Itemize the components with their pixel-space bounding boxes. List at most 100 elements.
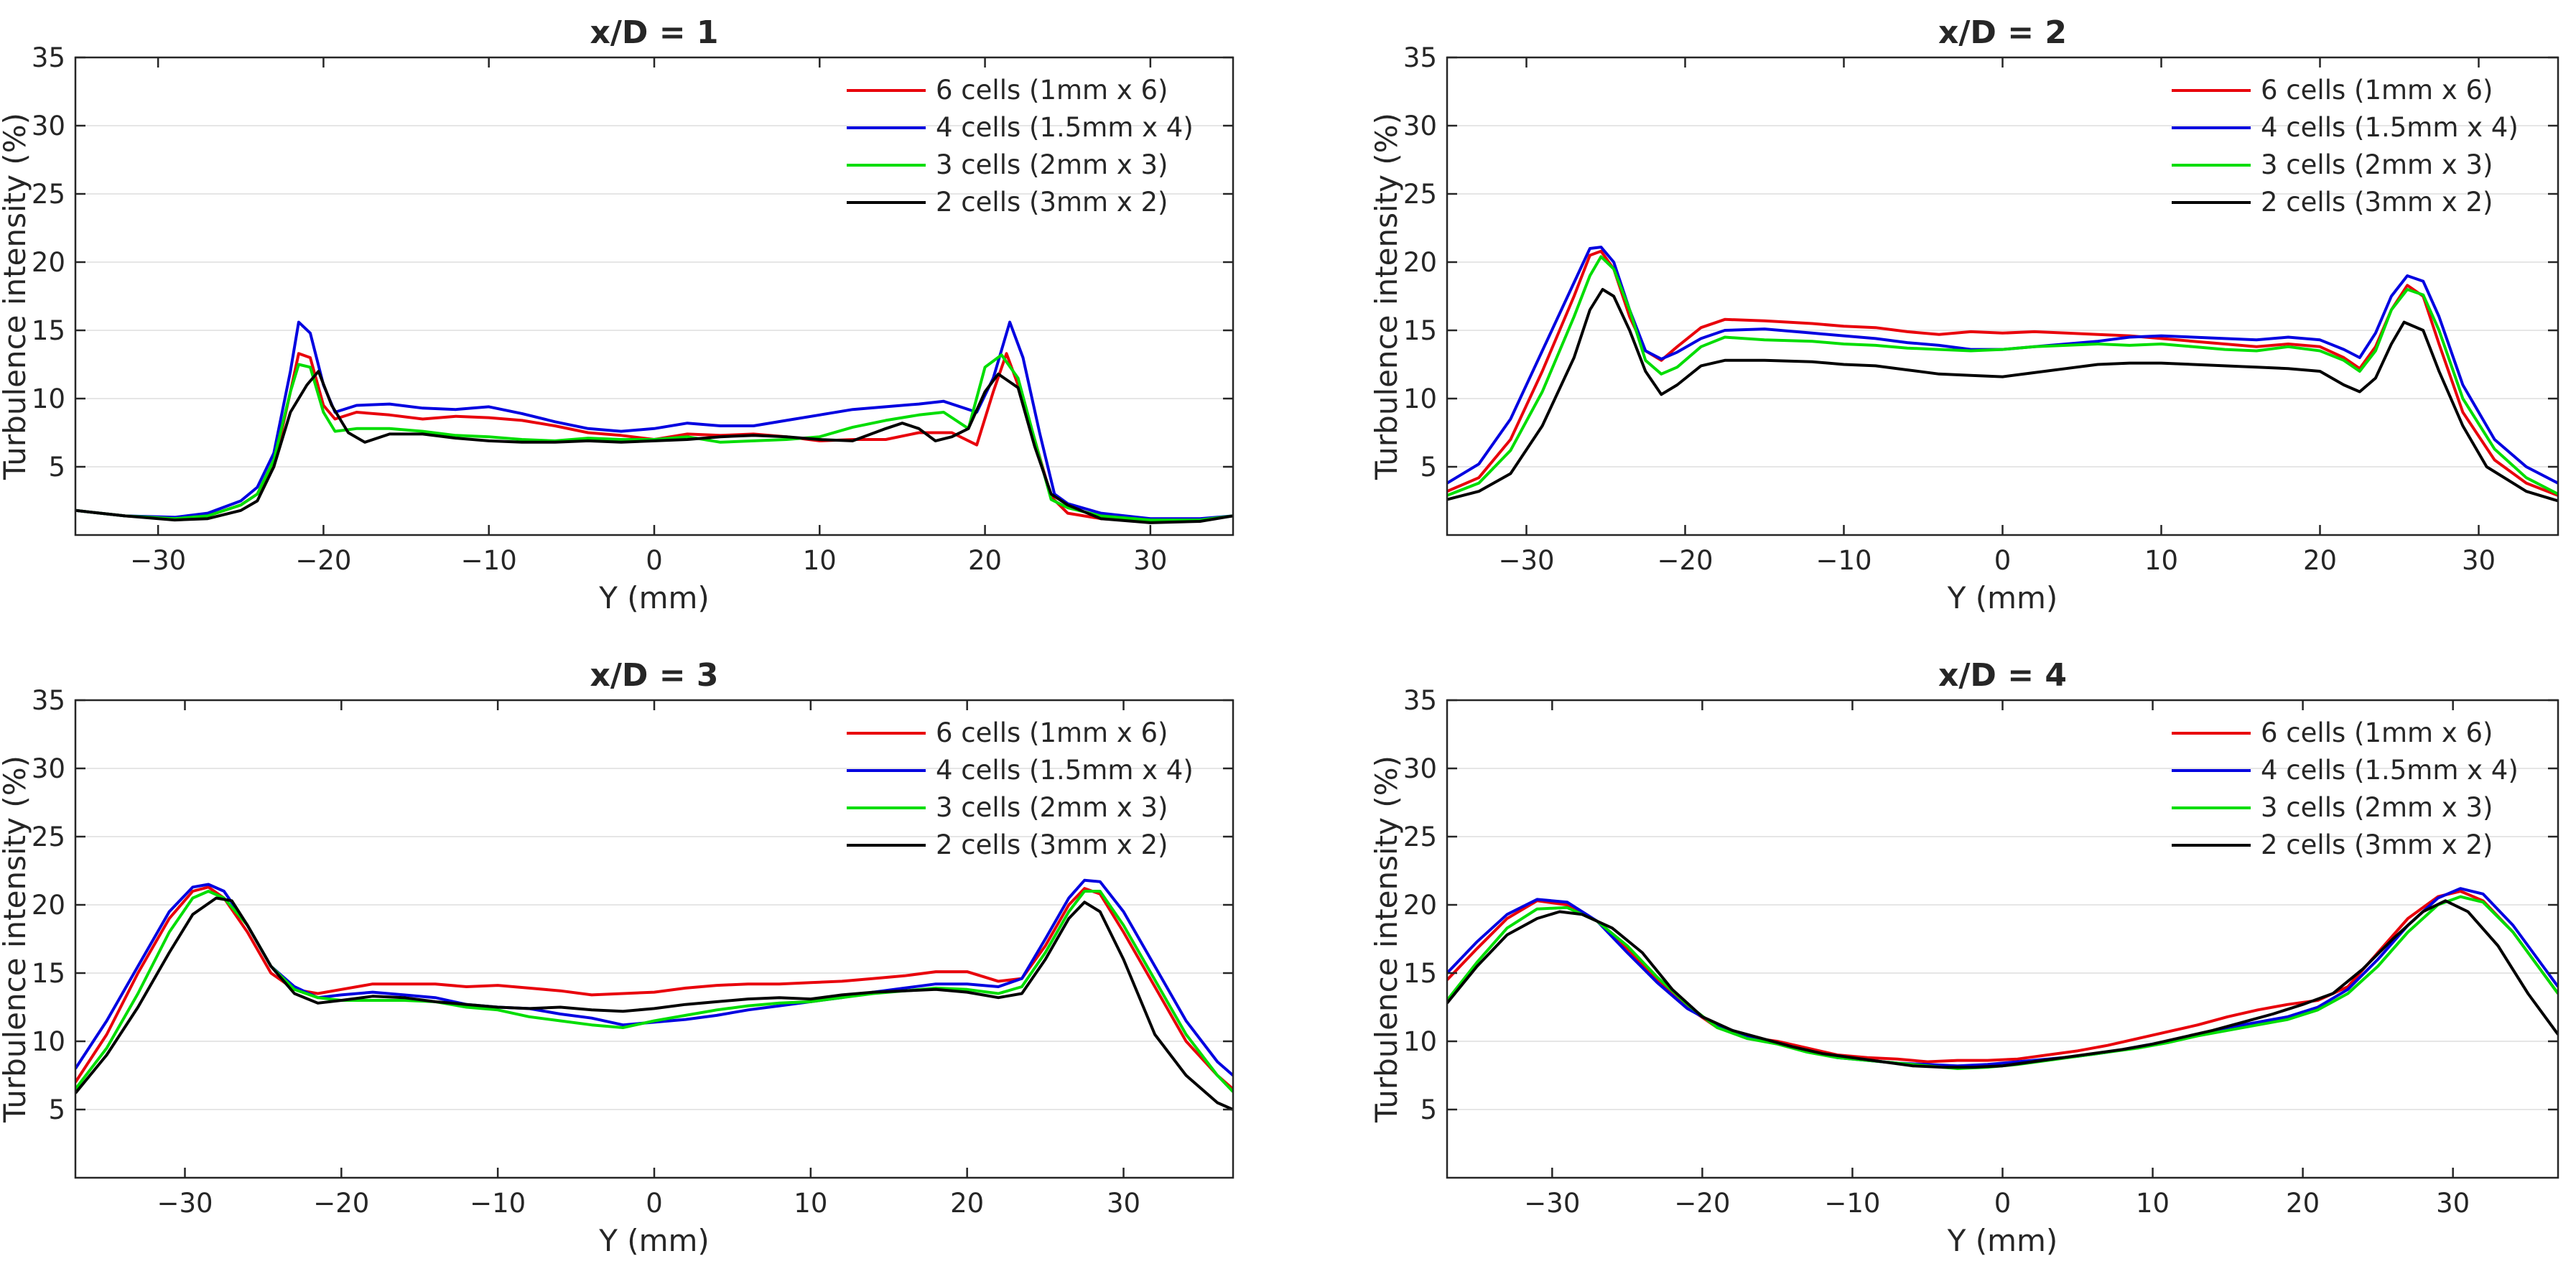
series-line-3 bbox=[1447, 895, 2558, 1070]
legend-entry: 6 cells (1mm x 6) bbox=[2261, 717, 2493, 748]
x-tick-label: −20 bbox=[295, 545, 351, 576]
x-tick-label: 20 bbox=[2303, 545, 2337, 576]
series-line-2 bbox=[75, 320, 1233, 521]
x-tick-label: 30 bbox=[1133, 545, 1167, 576]
chart-title: x/D = 4 bbox=[1938, 657, 2067, 694]
series-line-3 bbox=[75, 353, 1233, 522]
y-tick-label: 5 bbox=[48, 1094, 65, 1125]
y-tick-label: 25 bbox=[1403, 822, 1437, 852]
chart-title: x/D = 1 bbox=[590, 14, 718, 51]
x-tick-label: −20 bbox=[1657, 545, 1713, 576]
chart-panel-2: −30 −20 −10 0 10 20 30 5 10 15 20 25 30 35 x/D = 2 Y (m… bbox=[1369, 14, 2559, 615]
y-tick-label: 15 bbox=[32, 315, 65, 346]
y-tick-label: 25 bbox=[32, 822, 65, 852]
legend: 6 cells (1mm x 6) 4 cells (1.5mm x 4) 3 ce… bbox=[847, 717, 1194, 860]
series-line-1 bbox=[1447, 249, 2558, 497]
x-axis-label: Y (mm) bbox=[598, 580, 710, 615]
x-tick-label: 10 bbox=[794, 1188, 827, 1219]
x-tick-label: 20 bbox=[2286, 1188, 2320, 1219]
series-line-4 bbox=[75, 370, 1233, 524]
y-tick-label: 25 bbox=[1403, 179, 1437, 210]
x-axis-label: Y (mm) bbox=[598, 1223, 710, 1258]
y-axis-label: Turbulence intensity (%) bbox=[1369, 755, 1404, 1123]
series-group bbox=[1447, 246, 2558, 503]
series-group bbox=[1447, 887, 2558, 1070]
x-tick-label: −30 bbox=[130, 545, 186, 576]
x-tick-label: −20 bbox=[1674, 1188, 1730, 1219]
y-tick-label: 15 bbox=[32, 958, 65, 989]
legend-entry: 2 cells (3mm x 2) bbox=[936, 829, 1168, 860]
y-axis-label: Turbulence intensity (%) bbox=[0, 755, 32, 1123]
legend-entry: 6 cells (1mm x 6) bbox=[936, 717, 1168, 748]
y-tick-label: 5 bbox=[48, 452, 65, 483]
y-tick-label: 35 bbox=[32, 42, 65, 73]
legend-entry: 2 cells (3mm x 2) bbox=[2261, 829, 2493, 860]
x-tick-label: 0 bbox=[1994, 545, 2012, 576]
x-tick-label: −10 bbox=[1815, 545, 1871, 576]
x-tick-label: −10 bbox=[1824, 1188, 1880, 1219]
y-tick-label: 5 bbox=[1420, 1094, 1437, 1125]
y-tick-label: 10 bbox=[1403, 383, 1437, 414]
series-line-2 bbox=[1447, 887, 2558, 1068]
x-tick-label: 30 bbox=[2436, 1188, 2470, 1219]
y-tick-label: 15 bbox=[1403, 315, 1437, 346]
x-tick-label: 10 bbox=[803, 545, 837, 576]
legend-entry: 6 cells (1mm x 6) bbox=[936, 75, 1168, 106]
y-tick-label: 30 bbox=[1403, 111, 1437, 141]
series-group bbox=[75, 878, 1233, 1111]
y-tick-label: 20 bbox=[32, 890, 65, 921]
series-line-4 bbox=[75, 896, 1233, 1111]
x-tick-label: 10 bbox=[2144, 545, 2178, 576]
y-tick-label: 35 bbox=[1403, 42, 1437, 73]
x-tick-label: −30 bbox=[157, 1188, 213, 1219]
series-line-2 bbox=[75, 878, 1233, 1077]
x-tick-label: −10 bbox=[461, 545, 517, 576]
legend-entry: 3 cells (2mm x 3) bbox=[936, 792, 1168, 823]
x-tick-label: 0 bbox=[646, 1188, 663, 1219]
legend-entry: 4 cells (1.5mm x 4) bbox=[936, 755, 1194, 786]
x-tick-label: 30 bbox=[2462, 545, 2496, 576]
series-line-1 bbox=[1447, 890, 2558, 1064]
y-tick-label: 25 bbox=[32, 179, 65, 210]
legend-entry: 3 cells (2mm x 3) bbox=[936, 149, 1168, 180]
chart-panel-1: −30 −20 −10 0 10 20 30 5 10 15 20 25 30 35 x/D = 1 Y (m… bbox=[0, 14, 1234, 615]
y-tick-label: 20 bbox=[1403, 247, 1437, 278]
x-tick-label: −30 bbox=[1524, 1188, 1580, 1219]
x-tick-label: 20 bbox=[950, 1188, 984, 1219]
x-axis-label: Y (mm) bbox=[1947, 580, 2058, 615]
y-tick-label: 30 bbox=[1403, 753, 1437, 784]
legend-entry: 2 cells (3mm x 2) bbox=[2261, 187, 2493, 218]
x-tick-label: 30 bbox=[1107, 1188, 1140, 1219]
legend-entry: 6 cells (1mm x 6) bbox=[2261, 75, 2493, 106]
x-tick-label: −20 bbox=[313, 1188, 369, 1219]
y-tick-label: 5 bbox=[1420, 452, 1437, 483]
y-tick-label: 30 bbox=[32, 111, 65, 141]
x-tick-label: 0 bbox=[646, 545, 663, 576]
y-tick-label: 30 bbox=[32, 753, 65, 784]
y-axis-label: Turbulence intensity (%) bbox=[0, 113, 32, 480]
series-line-4 bbox=[1447, 288, 2558, 503]
chart-title: x/D = 3 bbox=[590, 657, 718, 694]
y-axis-label: Turbulence intensity (%) bbox=[1369, 113, 1404, 480]
series-line-2 bbox=[1447, 246, 2558, 485]
x-tick-label: −30 bbox=[1498, 545, 1554, 576]
legend-entry: 2 cells (3mm x 2) bbox=[936, 187, 1168, 218]
x-tick-label: −10 bbox=[470, 1188, 526, 1219]
y-tick-label: 20 bbox=[32, 247, 65, 278]
y-tick-label: 15 bbox=[1403, 958, 1437, 989]
x-axis-label: Y (mm) bbox=[1947, 1223, 2058, 1258]
series-line-4 bbox=[1447, 899, 2558, 1069]
x-tick-label: 0 bbox=[1994, 1188, 2012, 1219]
y-tick-label: 10 bbox=[1403, 1026, 1437, 1057]
y-tick-label: 10 bbox=[32, 383, 65, 414]
legend-entry: 4 cells (1.5mm x 4) bbox=[2261, 755, 2519, 786]
y-tick-label: 35 bbox=[32, 685, 65, 716]
series-group bbox=[75, 320, 1233, 524]
y-tick-label: 35 bbox=[1403, 685, 1437, 716]
x-tick-label: 10 bbox=[2136, 1188, 2170, 1219]
x-tick-label: 20 bbox=[968, 545, 1002, 576]
legend: 6 cells (1mm x 6) 4 cells (1.5mm x 4) 3 ce… bbox=[847, 75, 1194, 218]
y-tick-label: 20 bbox=[1403, 890, 1437, 921]
legend: 6 cells (1mm x 6) 4 cells (1.5mm x 4) 3 ce… bbox=[2172, 75, 2519, 218]
